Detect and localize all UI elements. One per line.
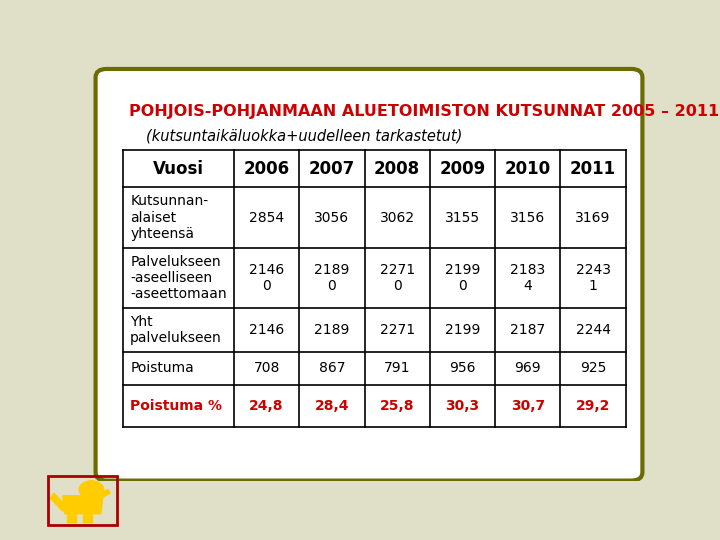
Text: 956: 956 xyxy=(449,361,476,375)
Text: 2271: 2271 xyxy=(379,323,415,337)
Text: 2199
0: 2199 0 xyxy=(445,263,480,293)
Text: 2007: 2007 xyxy=(309,160,355,178)
Text: 3062: 3062 xyxy=(379,211,415,225)
Polygon shape xyxy=(94,490,110,501)
Text: 2243
1: 2243 1 xyxy=(575,263,611,293)
Text: 24,8: 24,8 xyxy=(249,399,284,413)
Text: 2011: 2011 xyxy=(570,160,616,178)
Text: (kutsuntaikäluokka+uudelleen tarkastetut): (kutsuntaikäluokka+uudelleen tarkastetut… xyxy=(145,128,462,143)
Text: 2854: 2854 xyxy=(249,211,284,225)
Text: 30,3: 30,3 xyxy=(446,399,480,413)
Text: 2010: 2010 xyxy=(505,160,551,178)
Text: Poistuma: Poistuma xyxy=(130,361,194,375)
Text: 29,2: 29,2 xyxy=(576,399,611,413)
Text: 2008: 2008 xyxy=(374,160,420,178)
Circle shape xyxy=(79,481,104,498)
Text: POHJOIS-POHJANMAAN ALUETOIMISTON KUTSUNNAT 2005 – 2011: POHJOIS-POHJANMAAN ALUETOIMISTON KUTSUNN… xyxy=(129,104,719,119)
FancyBboxPatch shape xyxy=(96,69,642,481)
Text: Palvelukseen
-aseelliseen
-aseettomaan: Palvelukseen -aseelliseen -aseettomaan xyxy=(130,255,227,301)
Text: 2244: 2244 xyxy=(575,323,611,337)
Text: Vuosi: Vuosi xyxy=(153,160,204,178)
Polygon shape xyxy=(50,493,67,511)
Polygon shape xyxy=(63,496,103,514)
Text: 28,4: 28,4 xyxy=(315,399,349,413)
Text: 2009: 2009 xyxy=(439,160,485,178)
Text: 2183
4: 2183 4 xyxy=(510,263,545,293)
Text: 969: 969 xyxy=(514,361,541,375)
Text: 3056: 3056 xyxy=(315,211,349,225)
Text: Yht
palvelukseen: Yht palvelukseen xyxy=(130,315,222,345)
Text: 708: 708 xyxy=(253,361,280,375)
Text: 867: 867 xyxy=(319,361,345,375)
Text: 30,7: 30,7 xyxy=(510,399,545,413)
Text: 2146: 2146 xyxy=(249,323,284,337)
Text: 3169: 3169 xyxy=(575,211,611,225)
Text: 2189
0: 2189 0 xyxy=(314,263,350,293)
Text: 25,8: 25,8 xyxy=(380,399,415,413)
Bar xyxy=(67,512,76,522)
Text: Poistuma %: Poistuma % xyxy=(130,399,222,413)
Text: 3156: 3156 xyxy=(510,211,545,225)
Bar xyxy=(83,512,92,522)
Text: 3155: 3155 xyxy=(445,211,480,225)
Text: 2271
0: 2271 0 xyxy=(379,263,415,293)
Text: 2187: 2187 xyxy=(510,323,545,337)
Text: 2146
0: 2146 0 xyxy=(249,263,284,293)
Text: 2199: 2199 xyxy=(445,323,480,337)
Text: 925: 925 xyxy=(580,361,606,375)
Text: Kutsunnan-
alaiset
yhteensä: Kutsunnan- alaiset yhteensä xyxy=(130,194,208,241)
Text: 2189: 2189 xyxy=(314,323,350,337)
Text: 791: 791 xyxy=(384,361,410,375)
Text: 2006: 2006 xyxy=(243,160,289,178)
